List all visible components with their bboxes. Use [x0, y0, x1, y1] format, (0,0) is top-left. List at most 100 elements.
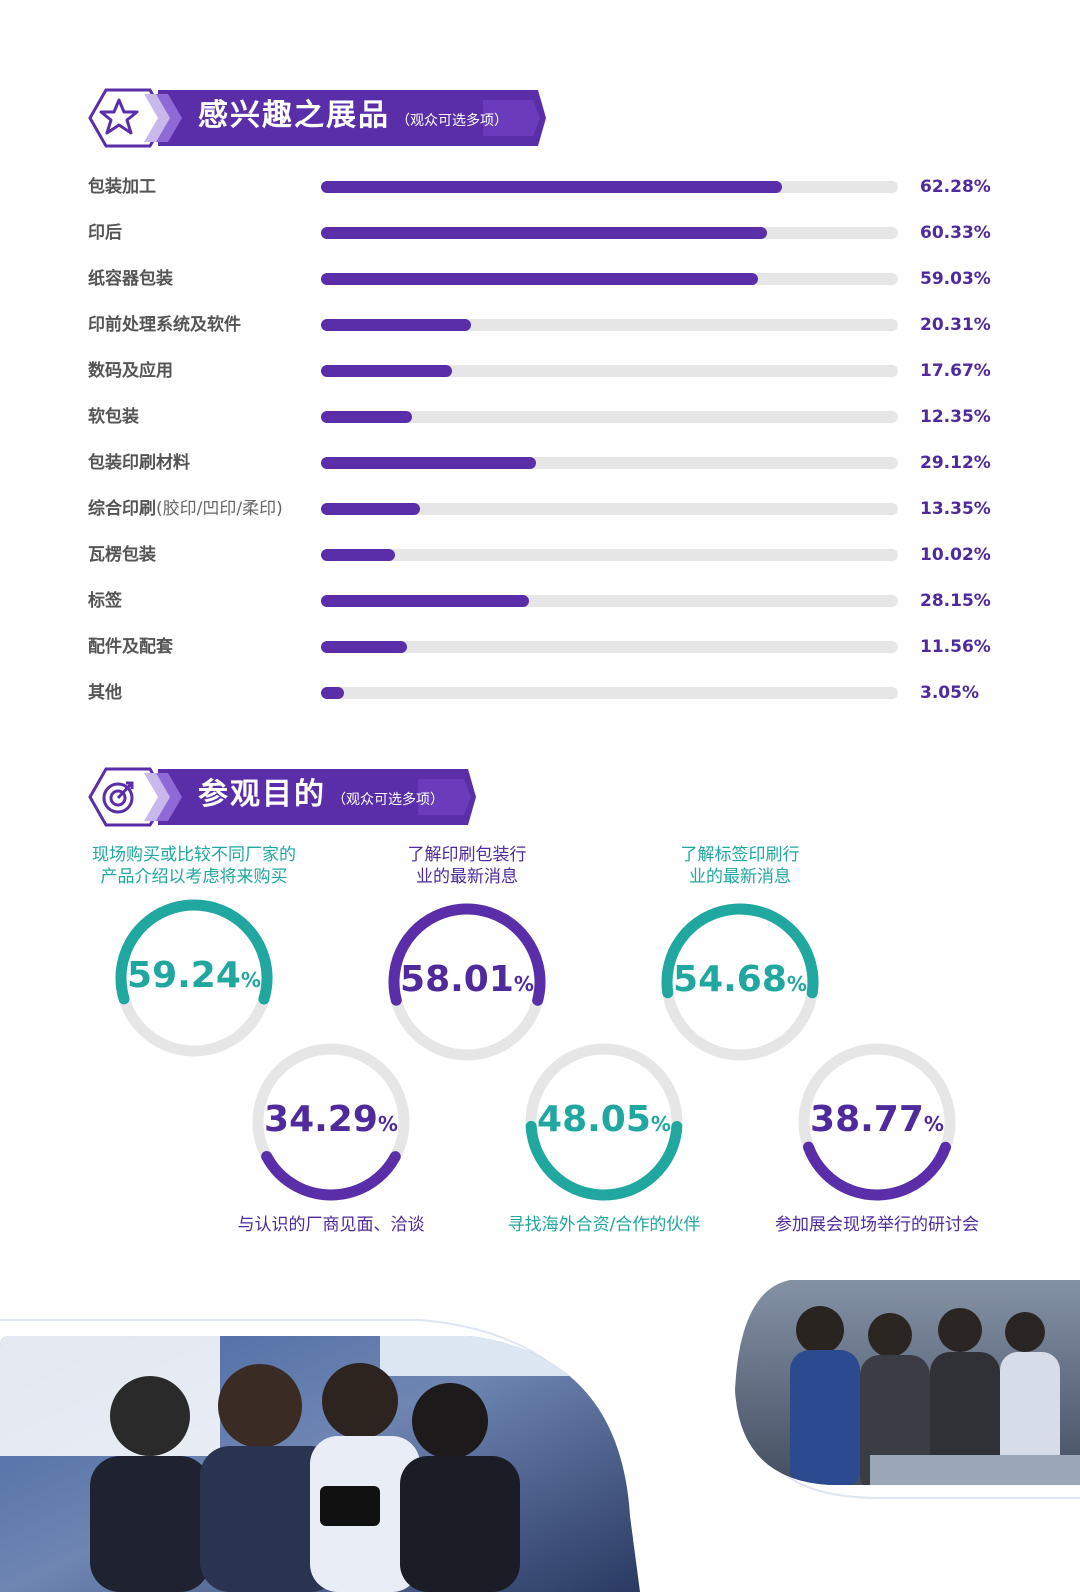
bar-label-text: 数码及应用	[88, 361, 173, 381]
purpose-number: 59.24	[127, 955, 241, 996]
purpose-label-line: 与认识的厂商见面、洽谈	[237, 1215, 425, 1235]
bar-fill	[321, 273, 758, 285]
purpose-value: 58.01%	[377, 960, 557, 1004]
bar-label: 包装加工	[88, 174, 156, 200]
bar-label: 印后	[88, 220, 122, 246]
bar-value: 29.12%	[920, 453, 991, 473]
bar-label-text: 印后	[88, 223, 122, 243]
bar-label: 纸容器包装	[88, 266, 173, 292]
bar-value: 62.28%	[920, 177, 991, 197]
bar-fill	[321, 503, 420, 515]
bar-row: 包装加工 62.28%	[88, 174, 1008, 200]
bar-value: 28.15%	[920, 591, 991, 611]
ring-arc	[115, 899, 273, 1057]
bar-row: 软包装 12.35%	[88, 404, 1008, 430]
purpose-number: 34.29	[264, 1099, 378, 1140]
bar-row: 其他 3.05%	[88, 680, 1008, 706]
bar-track	[321, 687, 898, 699]
bar-label-text: 其他	[88, 683, 122, 703]
ring-gauge	[525, 1043, 683, 1201]
bar-value: 59.03%	[920, 269, 991, 289]
purpose-label: 与认识的厂商见面、洽谈	[211, 1214, 451, 1236]
purpose-label: 现场购买或比较不同厂家的 产品介绍以考虑将来购买	[74, 844, 314, 888]
section-header-exhibits: 感兴趣之展品 （观众可选多项）	[88, 86, 558, 150]
purpose-number: 58.01	[400, 959, 514, 1000]
purpose-number: 48.05	[537, 1099, 651, 1140]
bar-label: 软包装	[88, 404, 139, 430]
bar-track	[321, 549, 898, 561]
bar-label-text: 标签	[88, 591, 122, 611]
bar-fill	[321, 181, 782, 193]
ring-arc	[388, 903, 546, 1061]
purpose-label: 了解标签印刷行 业的最新消息	[620, 844, 860, 888]
purpose-label-line: 现场购买或比较不同厂家的	[92, 845, 296, 865]
bar-label: 标签	[88, 588, 122, 614]
purpose-label-line: 了解标签印刷行	[680, 845, 800, 865]
bar-fill	[321, 641, 407, 653]
purpose-label-line: 寻找海外合资/合作的伙伴	[507, 1215, 701, 1235]
ring-gauge	[661, 903, 819, 1061]
bar-row: 配件及配套 11.56%	[88, 634, 1008, 660]
bar-value: 11.56%	[920, 637, 991, 657]
ring-arc	[525, 1043, 683, 1201]
bar-value: 12.35%	[920, 407, 991, 427]
bar-fill	[321, 595, 530, 607]
bar-track	[321, 273, 898, 285]
bar-value: 17.67%	[920, 361, 991, 381]
bar-fill	[321, 365, 452, 377]
bar-row: 印前处理系统及软件 20.31%	[88, 312, 1008, 338]
purpose-label-line: 了解印刷包装行	[407, 845, 527, 865]
bar-row: 纸容器包装 59.03%	[88, 266, 1008, 292]
section-note: （观众可选多项）	[396, 113, 508, 129]
bar-label-text: 软包装	[88, 407, 139, 427]
purpose-percent-sign: %	[240, 968, 261, 992]
bar-row: 瓦楞包装 10.02%	[88, 542, 1008, 568]
purpose-value: 54.68%	[650, 960, 830, 1004]
bar-label: 印前处理系统及软件	[88, 312, 241, 338]
purpose-label: 了解印刷包装行 业的最新消息	[347, 844, 587, 888]
bar-value: 3.05%	[920, 683, 979, 703]
bar-label-sub: (胶印/凹印/柔印)	[156, 499, 283, 519]
bar-track	[321, 641, 898, 653]
bar-label: 瓦楞包装	[88, 542, 156, 568]
purpose-value: 38.77%	[787, 1100, 967, 1144]
section-title-text: 感兴趣之展品	[198, 98, 390, 133]
target-icon	[102, 781, 134, 814]
purpose-label: 寻找海外合资/合作的伙伴	[484, 1214, 724, 1236]
bar-label: 配件及配套	[88, 634, 173, 660]
bar-fill	[321, 319, 472, 331]
ring-arc	[252, 1043, 410, 1201]
bar-label-text: 瓦楞包装	[88, 545, 156, 565]
bar-fill	[321, 227, 768, 239]
ring-arc	[661, 903, 819, 1061]
bar-value: 60.33%	[920, 223, 991, 243]
star-icon	[99, 98, 139, 135]
bar-track	[321, 595, 898, 607]
purpose-label-line: 产品介绍以考虑将来购买	[100, 867, 288, 887]
bar-label: 包装印刷材料	[88, 450, 190, 476]
bar-fill	[321, 549, 396, 561]
header-banner	[88, 767, 476, 827]
bar-label-text: 纸容器包装	[88, 269, 173, 289]
ring-gauge	[115, 899, 273, 1057]
bar-label: 数码及应用	[88, 358, 173, 384]
bar-track	[321, 365, 898, 377]
bar-track	[321, 181, 898, 193]
purpose-label: 参加展会现场举行的研讨会	[757, 1214, 997, 1236]
bar-track	[321, 319, 898, 331]
purpose-value: 34.29%	[241, 1100, 421, 1144]
bar-track	[321, 503, 898, 515]
bar-label-text: 配件及配套	[88, 637, 173, 657]
section-note: （观众可选多项）	[332, 792, 444, 808]
purpose-percent-sign: %	[513, 972, 534, 996]
ring-gauge	[252, 1043, 410, 1201]
purpose-label-line: 业的最新消息	[416, 867, 518, 887]
photo-visitors-right	[720, 1270, 1080, 1500]
purpose-percent-sign: %	[650, 1112, 671, 1136]
bar-label-text: 印前处理系统及软件	[88, 315, 241, 335]
bar-row: 综合印刷(胶印/凹印/柔印) 13.35%	[88, 496, 1008, 522]
section-title: 感兴趣之展品 （观众可选多项）	[198, 94, 508, 143]
bar-row: 数码及应用 17.67%	[88, 358, 1008, 384]
bar-track	[321, 457, 898, 469]
bar-label: 综合印刷(胶印/凹印/柔印)	[88, 496, 283, 522]
